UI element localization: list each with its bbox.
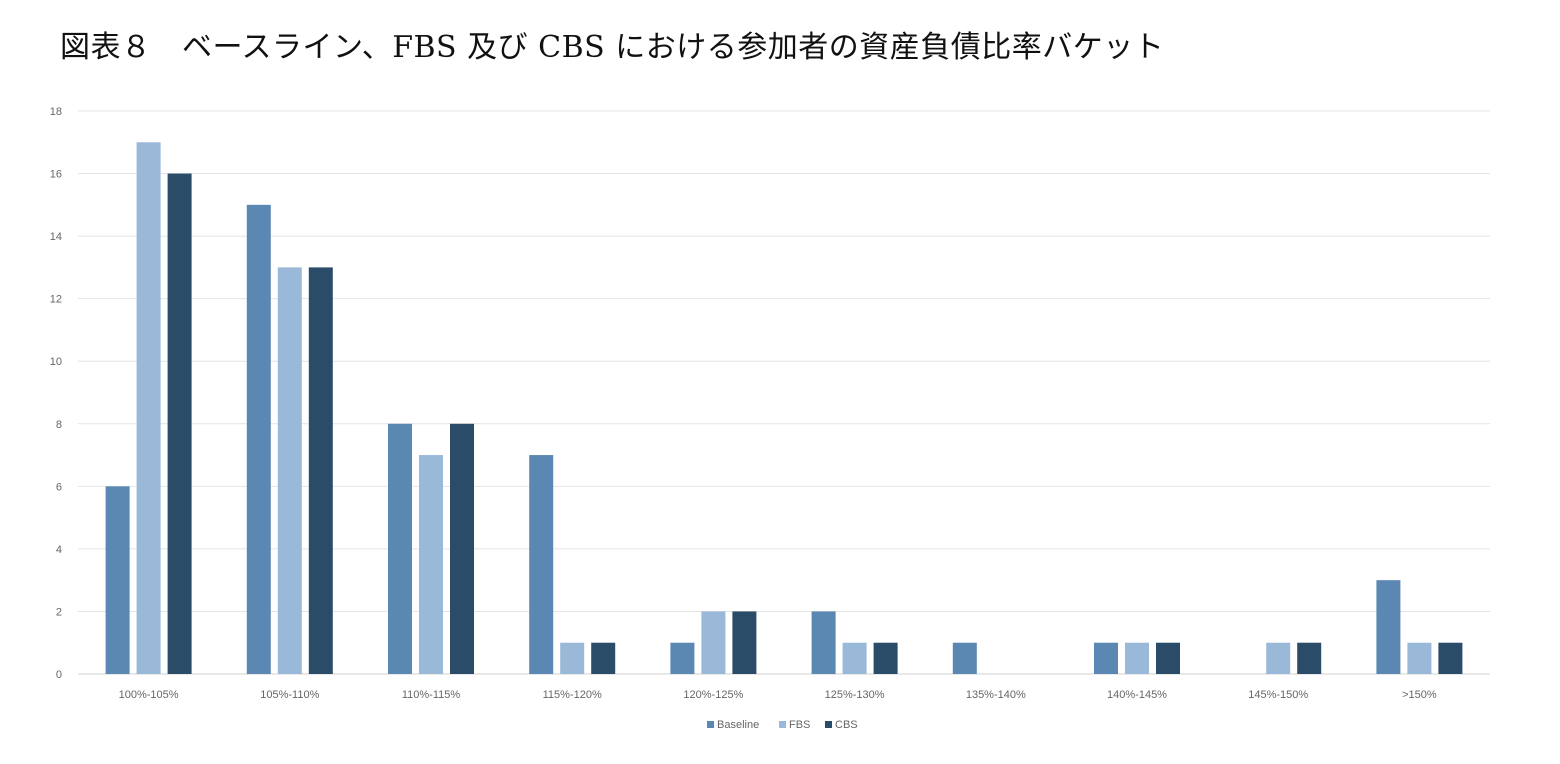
bar-baseline-0 — [105, 486, 130, 674]
bar-fbs-0 — [136, 142, 161, 674]
bar-fbs-5 — [842, 642, 867, 674]
bar-cbs-9 — [1438, 642, 1463, 674]
legend-label-fbs: FBS — [789, 719, 810, 731]
legend-label-baseline: Baseline — [717, 719, 759, 731]
bar-fbs-7 — [1125, 642, 1149, 674]
chart-title: 図表８ ベースライン、FBS 及び CBS における参加者の資産負債比率バケット — [60, 30, 1165, 65]
bar-cbs-7 — [1156, 642, 1180, 674]
y-tick-label: 4 — [56, 544, 62, 556]
x-tick-label: >150% — [1402, 689, 1437, 701]
bar-baseline-4 — [670, 642, 695, 674]
bar-cbs-8 — [1297, 642, 1322, 674]
bar-fbs-4 — [701, 611, 726, 674]
x-tick-label: 115%-120% — [543, 689, 602, 701]
bars — [105, 142, 1463, 675]
bar-cbs-3 — [591, 642, 616, 674]
bar-fbs-2 — [419, 455, 443, 674]
y-tick-label: 6 — [56, 481, 62, 493]
x-tick-label: 145%-150% — [1248, 689, 1308, 701]
x-tick-label: 140%-145% — [1107, 689, 1167, 701]
bar-fbs-3 — [560, 642, 585, 674]
y-axis-ticks: 0 2 4 6 8 10 12 14 16 18 — [50, 106, 62, 681]
legend: Baseline FBS CBS — [707, 719, 858, 731]
y-tick-label: 14 — [50, 231, 62, 243]
bar-baseline-9 — [1376, 580, 1401, 674]
bar-fbs-1 — [277, 267, 302, 674]
bar-fbs-9 — [1407, 642, 1432, 674]
y-tick-label: 0 — [56, 669, 62, 681]
x-tick-label: 100%-105% — [119, 689, 179, 701]
bar-baseline-6 — [952, 642, 977, 674]
legend-swatch-baseline — [707, 721, 714, 728]
legend-swatch-cbs — [825, 721, 832, 728]
bar-baseline-3 — [529, 455, 554, 674]
y-tick-label: 16 — [50, 169, 62, 181]
bar-cbs-1 — [308, 267, 333, 674]
x-tick-label: 110%-115% — [402, 689, 461, 701]
y-tick-label: 12 — [50, 294, 62, 306]
bar-baseline-2 — [388, 423, 412, 674]
y-tick-label: 8 — [56, 419, 62, 431]
legend-label-cbs: CBS — [835, 719, 858, 731]
bar-fbs-8 — [1266, 642, 1291, 674]
y-tick-label: 10 — [50, 356, 62, 368]
bar-cbs-0 — [167, 173, 192, 675]
bar-baseline-1 — [246, 204, 271, 675]
x-tick-label: 125%-130% — [825, 689, 885, 701]
bar-cbs-2 — [450, 423, 474, 674]
x-axis-ticks: 100%-105% 105%-110% 110%-115% 115%-120% 120%… — [119, 689, 1437, 701]
bar-cbs-5 — [873, 642, 898, 674]
x-tick-label: 105%-110% — [260, 689, 319, 701]
x-tick-label: 135%-140% — [966, 689, 1026, 701]
legend-swatch-fbs — [779, 721, 786, 728]
bar-baseline-5 — [811, 611, 836, 674]
bar-baseline-7 — [1094, 642, 1118, 674]
bar-cbs-4 — [732, 611, 757, 674]
y-tick-label: 2 — [56, 606, 62, 618]
x-tick-label: 120%-125% — [683, 689, 743, 701]
y-tick-label: 18 — [50, 106, 62, 118]
